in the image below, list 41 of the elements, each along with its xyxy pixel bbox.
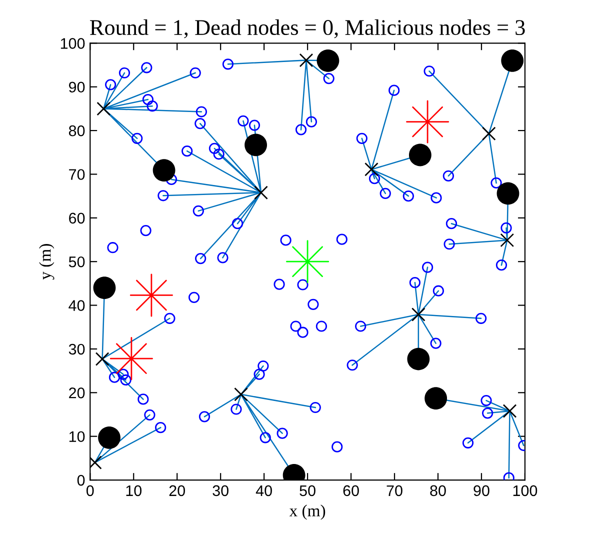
x-tick-label: 10 — [126, 485, 142, 496]
y-tick-label: 40 — [68, 300, 85, 311]
x-tick-label: 40 — [256, 485, 272, 496]
point — [130, 274, 173, 317]
point — [406, 100, 450, 144]
point — [254, 186, 268, 200]
line-series — [361, 90, 437, 198]
point — [500, 233, 514, 248]
point — [286, 240, 330, 284]
x-tick-label: 20 — [169, 485, 185, 496]
y-tick-label: 20 — [69, 388, 85, 398]
point — [234, 387, 248, 402]
x-tick-label: 70 — [386, 485, 402, 496]
x-tick-label: 0 — [86, 485, 94, 496]
chart-title: Round = 1, Dead nodes = 0, Malicious nodes = 3 — [90, 19, 525, 38]
x-tick-label: 90 — [474, 485, 490, 496]
y-tick-label: 0 — [77, 474, 85, 486]
y-tick-label: 100 — [60, 38, 85, 49]
x-axis-title: x (m) — [289, 504, 326, 520]
point — [299, 53, 314, 68]
x-tick-label: 100 — [513, 485, 538, 496]
line-series — [94, 414, 162, 464]
x-tick-label: 50 — [300, 485, 316, 496]
x-tick-label: 30 — [212, 485, 228, 496]
x-tick-label: 60 — [343, 485, 359, 496]
y-tick-label: 30 — [68, 344, 85, 355]
point — [411, 308, 426, 322]
point — [364, 162, 378, 176]
point — [110, 337, 153, 380]
y-tick-label: 50 — [68, 256, 85, 268]
point — [502, 404, 517, 418]
y-axis-title: y (m) — [39, 244, 54, 280]
y-tick-label: 90 — [68, 82, 85, 93]
y-tick-label: 70 — [69, 169, 85, 180]
y-tick-label: 80 — [68, 125, 85, 136]
y-tick-label: 60 — [69, 212, 85, 224]
x-tick-label: 80 — [430, 485, 446, 496]
point — [482, 126, 496, 141]
point — [95, 352, 110, 366]
y-tick-label: 10 — [69, 431, 85, 442]
point — [96, 102, 111, 116]
